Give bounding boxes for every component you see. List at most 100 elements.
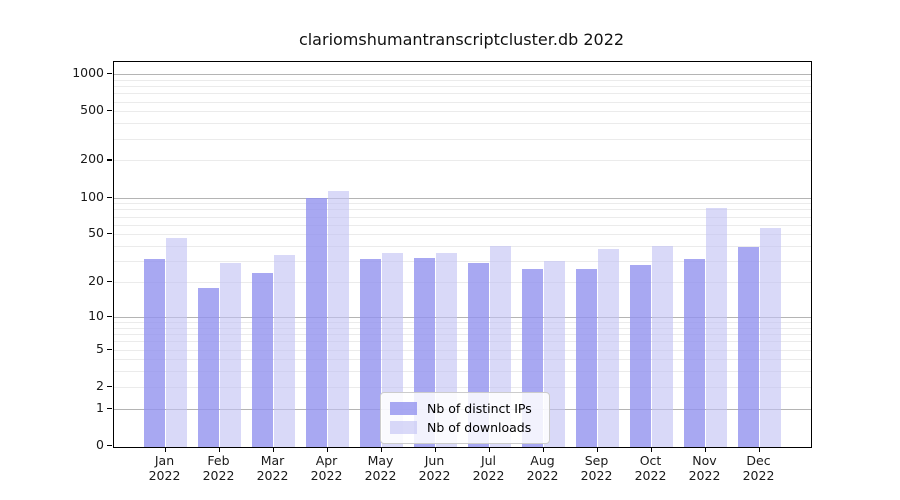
y-tick-10: [107, 315, 112, 318]
gridline-40: [114, 246, 811, 247]
y-tick-label-200: 200: [80, 151, 104, 167]
y-tick-label-1: 1: [96, 399, 104, 415]
gridline-500: [114, 111, 811, 113]
x-tick-label-jun: Jun 2022: [418, 453, 451, 483]
bar-sep-downloads: [597, 248, 620, 447]
gridline-700: [114, 93, 811, 95]
legend-item-distinct-ips: Nb of distinct IPs: [390, 399, 540, 418]
gridline-8: [114, 327, 811, 329]
bar-dec-distinct-ips: [737, 247, 760, 447]
gridline-6: [114, 341, 811, 343]
gridline-900: [114, 79, 811, 81]
x-tick-label-aug: Aug 2022: [526, 453, 559, 483]
gridline-90: [114, 203, 811, 205]
y-tick-0: [107, 445, 112, 447]
gridline-50: [114, 234, 811, 236]
y-tick-label-100: 100: [80, 188, 104, 204]
y-tick-2: [107, 385, 112, 387]
y-tick-100: [107, 196, 112, 198]
y-tick-label-500: 500: [80, 102, 104, 118]
y-tick-500: [107, 110, 112, 112]
gridline-200: [114, 160, 811, 162]
y-tick-20: [107, 281, 112, 283]
x-tick-label-oct: Oct 2022: [634, 453, 667, 483]
x-tick-dec: [758, 447, 760, 452]
gridline-300: [114, 138, 811, 140]
gridline-30: [114, 261, 811, 263]
chart-title: clariomshumantranscriptcluster.db 2022: [298, 30, 625, 49]
gridline-400: [114, 123, 811, 125]
x-tick-nov: [704, 447, 706, 452]
bar-oct-downloads: [651, 246, 674, 447]
gridline-5: [114, 349, 811, 351]
plot-area: Nb of distinct IPs Nb of downloads: [113, 61, 812, 448]
y-tick-label-10: 10: [88, 307, 104, 323]
legend-swatch-distinct-ips: [390, 402, 417, 415]
x-tick-jun: [434, 447, 436, 452]
bar-mar-downloads: [273, 254, 296, 447]
x-tick-label-jul: Jul 2022: [472, 453, 505, 483]
y-tick-label-5: 5: [96, 340, 104, 356]
gridline-80: [114, 209, 811, 211]
x-tick-may: [380, 447, 382, 452]
bar-jan-distinct-ips: [143, 259, 166, 447]
y-tick-label-50: 50: [88, 225, 104, 241]
legend-swatch-downloads: [390, 421, 417, 434]
y-tick-label-20: 20: [88, 273, 104, 289]
x-tick-label-feb: Feb 2022: [202, 453, 235, 483]
x-tick-oct: [650, 447, 652, 452]
x-tick-apr: [326, 447, 328, 452]
gridline-1000: [114, 74, 811, 75]
bar-may-distinct-ips: [359, 259, 382, 447]
x-tick-label-mar: Mar 2022: [256, 453, 289, 483]
x-tick-label-jan: Jan 2022: [148, 453, 181, 483]
gridline-10: [114, 316, 811, 318]
bar-apr-distinct-ips: [305, 197, 328, 447]
bar-oct-distinct-ips: [629, 264, 652, 447]
legend: Nb of distinct IPs Nb of downloads: [380, 392, 550, 444]
gridline-70: [114, 216, 811, 218]
x-tick-label-dec: Dec 2022: [742, 453, 775, 483]
gridline-100: [114, 197, 811, 199]
bar-sep-distinct-ips: [575, 268, 598, 447]
gridline-20: [114, 282, 811, 284]
x-tick-label-apr: Apr 2022: [310, 453, 343, 483]
x-tick-jul: [488, 447, 490, 452]
gridline-9: [114, 322, 811, 323]
x-tick-jan: [164, 447, 166, 452]
gridline-4: [114, 359, 811, 361]
bar-apr-downloads: [327, 191, 350, 447]
x-tick-label-nov: Nov 2022: [688, 453, 721, 483]
gridline-600: [114, 101, 811, 103]
gridline-60: [114, 224, 811, 226]
bar-mar-distinct-ips: [251, 272, 274, 447]
bar-dec-downloads: [759, 228, 782, 447]
bar-jan-downloads: [165, 237, 188, 447]
gridline-800: [114, 86, 811, 87]
bar-nov-downloads: [705, 208, 728, 447]
y-tick-50: [107, 233, 112, 235]
x-tick-feb: [218, 447, 220, 452]
gridline-2: [114, 386, 811, 388]
legend-label-distinct-ips: Nb of distinct IPs: [427, 401, 532, 416]
bar-feb-downloads: [219, 262, 242, 447]
y-tick-5: [107, 348, 112, 350]
legend-item-downloads: Nb of downloads: [390, 418, 540, 437]
bar-nov-distinct-ips: [683, 259, 706, 447]
gridline-3: [114, 371, 811, 373]
legend-label-downloads: Nb of downloads: [427, 420, 532, 435]
gridline-7: [114, 334, 811, 335]
x-tick-mar: [272, 447, 274, 452]
y-tick-label-2: 2: [96, 377, 104, 393]
x-tick-label-may: May 2022: [364, 453, 397, 483]
x-tick-sep: [596, 447, 598, 452]
y-tick-label-1000: 1000: [72, 65, 104, 80]
y-tick-1: [107, 407, 112, 409]
x-tick-label-sep: Sep 2022: [580, 453, 613, 483]
y-tick-200: [107, 159, 112, 161]
y-tick-label-0: 0: [96, 437, 104, 452]
x-tick-aug: [542, 447, 544, 452]
y-tick-1000: [107, 73, 112, 75]
bar-feb-distinct-ips: [197, 287, 220, 447]
